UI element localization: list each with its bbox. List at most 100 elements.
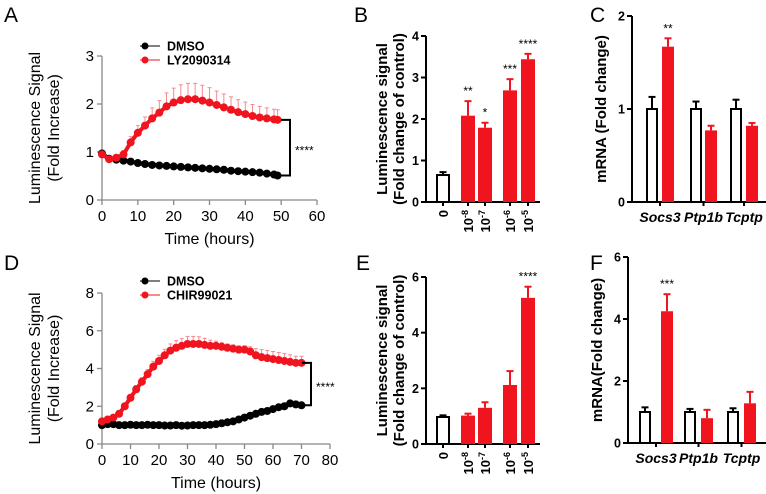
tick-base: 0: [436, 452, 451, 459]
data-point: [137, 421, 146, 430]
data-point: [246, 347, 255, 356]
data-point: [262, 114, 271, 123]
data-point: [166, 421, 175, 430]
data-point: [105, 155, 114, 164]
legend-label: CHIR99021: [167, 289, 232, 303]
tick-exponent: -7: [477, 452, 487, 460]
x-category-label: Socs3: [639, 209, 680, 225]
data-point: [200, 421, 209, 430]
data-point: [133, 159, 142, 168]
legend-marker: [141, 42, 149, 50]
data-point: [191, 163, 200, 172]
data-point: [184, 95, 192, 104]
x-tick-label: 10-6: [502, 452, 518, 474]
bar-treated: [661, 311, 673, 443]
data-point: [198, 164, 207, 173]
bar-treated: [521, 59, 535, 202]
bar-treated: [701, 418, 713, 443]
x-tick-label: 50: [236, 452, 253, 469]
tick-base: 10: [461, 218, 476, 232]
tick-exponent: -6: [502, 452, 512, 460]
data-point: [149, 362, 158, 371]
data-point: [115, 421, 124, 430]
bar-control: [436, 174, 450, 203]
data-point: [219, 103, 228, 112]
x-tick-label: 0: [436, 452, 451, 459]
x-tick-label: 40: [208, 452, 225, 469]
y-axis-label: Luminescence signal: [374, 285, 391, 437]
data-point: [148, 114, 157, 123]
data-point: [241, 167, 250, 176]
data-point: [177, 421, 186, 430]
tick-exponent: -6: [502, 210, 512, 218]
data-point: [132, 385, 141, 394]
bar-treated: [744, 403, 756, 443]
data-point: [255, 113, 264, 122]
bar-control: [690, 108, 702, 203]
x-tick-label: 10-7: [477, 452, 493, 474]
x-category-label: Tcptp: [725, 209, 763, 225]
data-point: [141, 160, 149, 168]
y-tick-label: 1: [412, 154, 419, 168]
data-point: [133, 128, 142, 137]
data-point: [126, 393, 135, 402]
data-point: [273, 171, 282, 180]
bar-treated: [521, 297, 535, 444]
legend-label: DMSO: [167, 275, 205, 289]
y-tick-label: 3: [86, 48, 94, 65]
y-tick-label: 2: [614, 375, 621, 389]
tick-exponent: -8: [460, 452, 470, 460]
significance-bracket: [281, 118, 291, 177]
y-axis-label: mRNA(Fold change): [589, 278, 606, 422]
data-point: [137, 377, 146, 386]
bar-treated: [461, 415, 475, 444]
data-point: [149, 421, 158, 430]
tick-base: 0: [436, 210, 451, 217]
data-point: [248, 168, 257, 177]
bar-control: [646, 108, 658, 203]
bar-control: [730, 108, 742, 203]
x-tick-label: 10: [129, 208, 146, 225]
data-point: [112, 153, 121, 162]
data-point: [143, 370, 152, 379]
significance-label: **: [663, 21, 673, 35]
bar-chart-f: 0 2 4 6 mRNA(Fold change) *** Socs3 Ptp1b Tcptp: [589, 251, 766, 466]
series-chir99021: CHIR99021: [98, 289, 306, 426]
x-tick-label: 20: [151, 452, 168, 469]
data-point: [155, 356, 163, 365]
data-point: [169, 162, 178, 171]
data-point: [291, 358, 300, 367]
data-point: [255, 168, 264, 177]
y-tick-label: 4: [86, 361, 94, 378]
bar-chart-b: 0 1 2 3 4 Luminescence signal (Fold change of …: [374, 30, 540, 232]
significance-label: **: [463, 84, 473, 98]
x-tick-label: 70: [293, 452, 310, 469]
legend-marker: [141, 291, 149, 299]
data-point: [115, 409, 124, 418]
data-point: [109, 413, 118, 422]
y-axis-label: Luminescence Signal: [27, 52, 44, 204]
data-point: [297, 401, 306, 410]
data-point: [120, 402, 129, 411]
data-point: [205, 98, 214, 107]
data-point: [194, 421, 203, 430]
bar-chart-c: 0 1 2 mRNA (Fold change) ** Socs3 Ptp1b Tcptp: [593, 10, 766, 225]
y-axis-label: (Fold change of control): [391, 275, 408, 447]
tick-base: 10: [521, 218, 536, 232]
y-axis-label: mRNA (Fold change): [593, 35, 610, 183]
x-tick-label: 10-5: [520, 210, 536, 232]
series-dmso: DMSO: [98, 275, 306, 430]
x-tick-label: 10-8: [460, 210, 476, 232]
significance-label: *: [483, 106, 488, 120]
panel-label-f: F: [590, 252, 603, 275]
series-ly2090314: LY2090314: [98, 54, 282, 164]
bar-treated: [503, 90, 517, 202]
y-tick-label: 0: [86, 192, 94, 209]
data-point: [248, 112, 257, 120]
legend-label: DMSO: [167, 40, 205, 54]
panel-label-b: B: [354, 4, 368, 27]
data-point: [176, 162, 185, 171]
y-tick-label: 0: [614, 437, 621, 451]
x-axis-label: Time (hours): [171, 475, 261, 492]
